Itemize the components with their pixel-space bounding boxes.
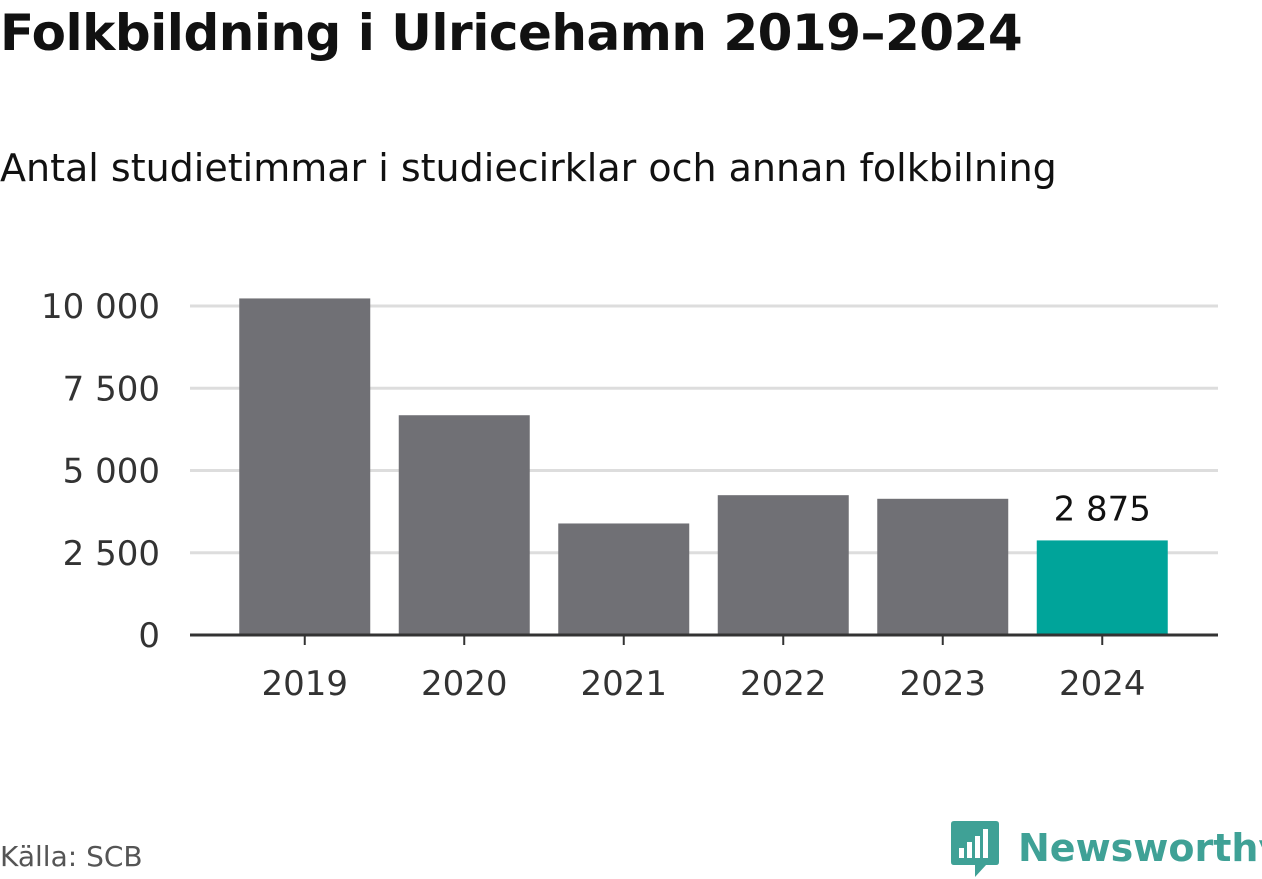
y-tick-label: 5 000 bbox=[63, 452, 160, 492]
x-tick-label: 2022 bbox=[740, 664, 827, 704]
bar bbox=[239, 298, 371, 635]
bar bbox=[398, 415, 530, 635]
bar-chart: 0 2 500 5 000 7 500 10 000 2019 2020 2021 2022 20… bbox=[41, 287, 1218, 704]
chart-subtitle: Antal studietimmar i studiecirklar och a… bbox=[0, 146, 1057, 190]
bar bbox=[558, 523, 690, 635]
brand-name: Newsworthy bbox=[1018, 826, 1262, 870]
bar bbox=[717, 495, 849, 635]
x-tick-label: 2019 bbox=[261, 664, 348, 704]
x-tick-label: 2021 bbox=[580, 664, 667, 704]
x-tick-label: 2020 bbox=[421, 664, 508, 704]
x-tick-label: 2023 bbox=[899, 664, 986, 704]
bar-highlight bbox=[1036, 540, 1168, 635]
chart-title: Folkbildning i Ulricehamn 2019–2024 bbox=[0, 4, 1023, 62]
y-tick-label: 2 500 bbox=[63, 534, 160, 574]
brand-logo: Newsworthy bbox=[950, 818, 1262, 878]
source-note: Källa: SCB bbox=[0, 840, 143, 873]
y-tick-label: 7 500 bbox=[63, 369, 160, 409]
x-tick-label: 2024 bbox=[1059, 664, 1146, 704]
y-tick-label: 10 000 bbox=[41, 287, 160, 327]
newsworthy-logo-icon bbox=[951, 821, 999, 877]
data-label: 2 875 bbox=[1054, 489, 1151, 529]
y-tick-label: 0 bbox=[138, 616, 160, 656]
bar bbox=[877, 498, 1009, 635]
